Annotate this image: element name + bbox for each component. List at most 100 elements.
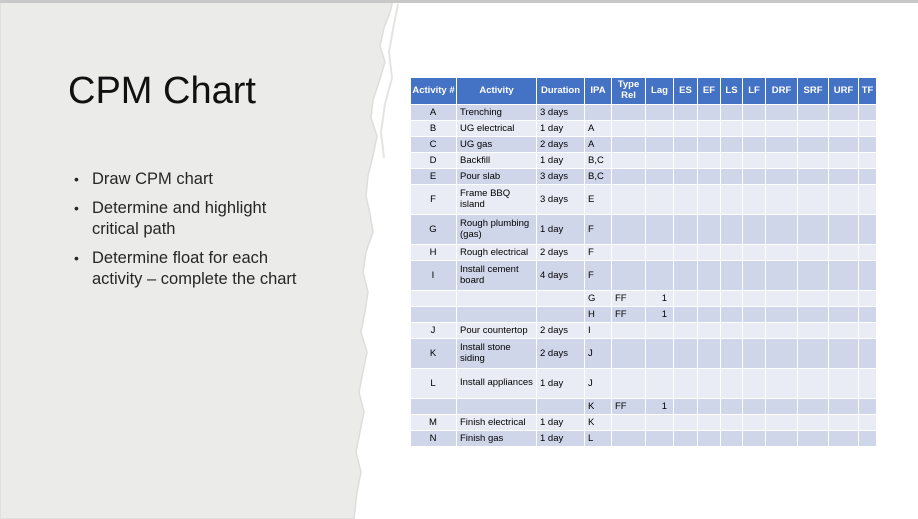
table-cell[interactable] [697, 338, 721, 369]
table-cell[interactable] [742, 338, 766, 369]
table-cell[interactable]: Rough electrical [456, 244, 537, 261]
table-cell[interactable] [828, 120, 859, 137]
table-cell[interactable] [858, 168, 877, 185]
table-cell[interactable]: F [584, 260, 612, 291]
table-cell[interactable] [697, 152, 721, 169]
table-cell[interactable] [611, 244, 646, 261]
table-cell[interactable] [720, 244, 743, 261]
table-cell[interactable] [765, 290, 798, 307]
table-cell[interactable] [697, 414, 721, 431]
table-cell[interactable] [645, 244, 674, 261]
table-cell[interactable] [720, 290, 743, 307]
table-cell[interactable] [765, 322, 798, 339]
table-cell[interactable]: F [410, 184, 457, 215]
table-cell[interactable]: Install appliances [456, 368, 537, 399]
table-cell[interactable]: Backfill [456, 152, 537, 169]
table-cell[interactable]: B,C [584, 168, 612, 185]
table-cell[interactable]: L [584, 430, 612, 447]
table-cell[interactable]: 1 day [536, 214, 585, 245]
table-cell[interactable]: A [410, 104, 457, 121]
table-cell[interactable] [611, 338, 646, 369]
table-cell[interactable]: G [410, 214, 457, 245]
table-cell[interactable] [828, 306, 859, 323]
table-cell[interactable] [858, 338, 877, 369]
table-cell[interactable] [673, 184, 698, 215]
table-cell[interactable]: C [410, 136, 457, 153]
table-cell[interactable]: FF [611, 290, 646, 307]
table-cell[interactable] [797, 184, 829, 215]
table-cell[interactable] [765, 260, 798, 291]
table-cell[interactable] [456, 398, 537, 415]
table-cell[interactable] [828, 104, 859, 121]
table-cell[interactable] [858, 152, 877, 169]
table-cell[interactable] [742, 214, 766, 245]
table-cell[interactable]: 1 day [536, 120, 585, 137]
table-cell[interactable]: UG electrical [456, 120, 537, 137]
table-cell[interactable]: Trenching [456, 104, 537, 121]
table-cell[interactable]: 3 days [536, 184, 585, 215]
table-cell[interactable] [673, 368, 698, 399]
table-cell[interactable]: A [584, 136, 612, 153]
table-cell[interactable] [858, 260, 877, 291]
table-cell[interactable]: FF [611, 398, 646, 415]
table-cell[interactable]: D [410, 152, 457, 169]
table-cell[interactable]: E [584, 184, 612, 215]
table-cell[interactable] [536, 306, 585, 323]
table-cell[interactable] [611, 322, 646, 339]
table-cell[interactable] [673, 430, 698, 447]
table-cell[interactable] [697, 136, 721, 153]
table-cell[interactable] [797, 244, 829, 261]
table-cell[interactable] [765, 104, 798, 121]
table-cell[interactable] [611, 214, 646, 245]
table-cell[interactable] [673, 244, 698, 261]
table-cell[interactable] [697, 120, 721, 137]
table-cell[interactable] [765, 184, 798, 215]
table-cell[interactable]: B,C [584, 152, 612, 169]
table-cell[interactable] [797, 104, 829, 121]
table-cell[interactable] [410, 306, 457, 323]
table-cell[interactable]: 1 [645, 290, 674, 307]
table-cell[interactable] [765, 368, 798, 399]
table-cell[interactable] [673, 260, 698, 291]
table-cell[interactable] [858, 290, 877, 307]
table-cell[interactable] [673, 322, 698, 339]
table-cell[interactable]: Pour slab [456, 168, 537, 185]
table-cell[interactable] [673, 338, 698, 369]
table-cell[interactable] [645, 338, 674, 369]
table-cell[interactable] [765, 136, 798, 153]
table-cell[interactable] [536, 290, 585, 307]
table-cell[interactable]: FF [611, 306, 646, 323]
table-cell[interactable]: I [410, 260, 457, 291]
table-cell[interactable] [828, 260, 859, 291]
table-cell[interactable] [858, 120, 877, 137]
table-cell[interactable] [765, 306, 798, 323]
table-cell[interactable]: K [410, 338, 457, 369]
table-cell[interactable] [828, 152, 859, 169]
table-cell[interactable] [765, 414, 798, 431]
table-cell[interactable] [797, 414, 829, 431]
table-cell[interactable] [697, 168, 721, 185]
table-cell[interactable] [765, 120, 798, 137]
table-cell[interactable] [742, 168, 766, 185]
cpm-activity-table[interactable]: Activity # Activity Duration IPA Type Rel Lag E… [410, 77, 877, 447]
table-cell[interactable]: I [584, 322, 612, 339]
table-cell[interactable] [645, 136, 674, 153]
table-cell[interactable]: Finish gas [456, 430, 537, 447]
table-cell[interactable] [645, 214, 674, 245]
table-cell[interactable] [720, 104, 743, 121]
table-cell[interactable] [720, 398, 743, 415]
table-cell[interactable]: 2 days [536, 136, 585, 153]
table-cell[interactable]: F [584, 244, 612, 261]
table-cell[interactable] [673, 306, 698, 323]
table-cell[interactable] [742, 184, 766, 215]
table-cell[interactable] [742, 368, 766, 399]
table-cell[interactable]: 1 day [536, 152, 585, 169]
table-cell[interactable] [858, 430, 877, 447]
table-cell[interactable] [720, 306, 743, 323]
table-cell[interactable] [828, 322, 859, 339]
table-cell[interactable]: F [584, 214, 612, 245]
table-cell[interactable] [720, 168, 743, 185]
table-cell[interactable] [720, 214, 743, 245]
table-cell[interactable] [828, 338, 859, 369]
table-cell[interactable]: 1 day [536, 414, 585, 431]
